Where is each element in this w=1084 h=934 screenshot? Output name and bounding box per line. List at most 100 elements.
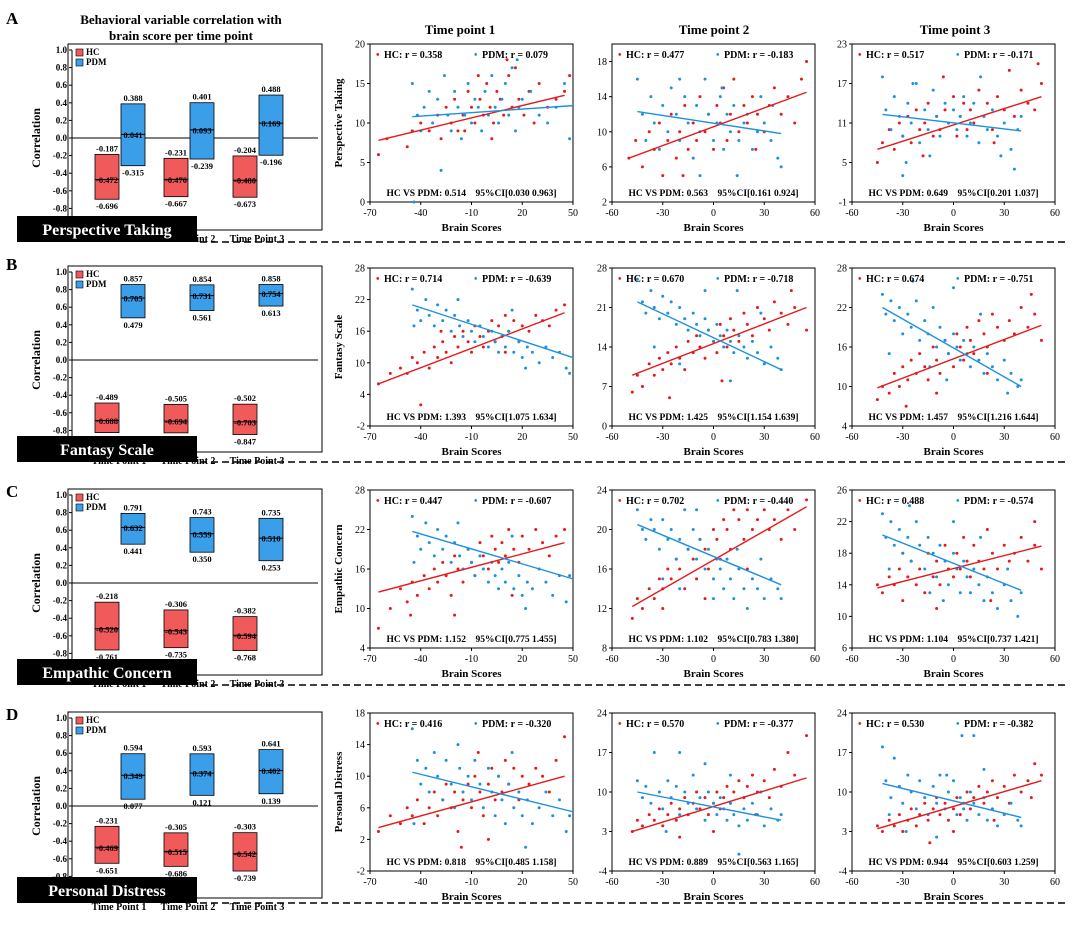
pdm-correlation-label: PDM: r = -0.440 [724,496,793,507]
pdm-point [1016,614,1020,618]
x-tick-label: -60 [605,654,618,665]
pdm-point [725,818,729,822]
pdm-legend-marker: • [474,50,478,61]
x-tick-label: 0 [711,654,716,665]
hc-point [695,577,699,581]
scatter-panel-r0-c0: -70 -40 -10 20 50 0 5 10 15 20 Brain Scores Perspec… [333,40,578,235]
section-label-box [17,216,197,242]
hc-point [995,325,999,329]
hc-point [935,391,939,395]
pdm-point [769,807,773,811]
hc-point [728,317,732,321]
hc-point [427,129,431,133]
pdm-point [520,593,524,597]
pdm-point [436,528,440,531]
pdm-point [935,575,939,579]
hc-point [635,597,639,601]
hc-point [1002,784,1006,788]
mean-value-pdm: 0.169 [261,119,280,129]
hc-point [478,790,482,794]
hc-point [520,534,524,538]
y-tick-label: 6 [842,644,847,655]
upper-ci-value-hc: -0.204 [234,145,257,155]
hc-point [918,567,922,571]
pdm-point [884,108,888,112]
hc-point [958,345,962,349]
hc-point [955,134,959,138]
x-tick-label: -40 [414,432,427,443]
x-tick-label: -70 [363,654,376,665]
pdm-point [436,97,440,101]
bar-panel-d: 1.00.80.60.40.20.0-0.2-0.4-0.6-0.8-1.0Co… [29,711,323,913]
hc-point [453,554,457,558]
y-axis-label: Personal Distress [333,751,345,832]
group-comparison-label: HC VS PDM: 0.944 95%CI[0.603 1.259] [868,858,1038,868]
hc-point [918,128,922,132]
pdm-point [449,782,453,786]
y-tick-label: 16 [355,565,365,576]
hc-point [931,345,935,349]
hc-point [805,60,809,64]
mean-value-pdm: 0.349 [123,771,142,781]
hc-point [892,147,896,151]
pdm-point [935,835,939,839]
pdm-point [500,97,504,101]
pdm-legend-marker: • [956,274,960,285]
pdm-point [958,591,962,595]
hc-point [503,554,507,558]
pdm-legend-marker: • [956,50,960,61]
time-point-3-header: Time point 3 [920,22,991,37]
pdm-point [649,801,653,805]
hc-point [410,356,414,360]
pdm-point [444,308,448,312]
hc-point [502,113,506,117]
pdm-point [657,790,661,794]
pdm-point [732,351,736,355]
hc-point [376,830,380,833]
pdm-point [512,350,516,354]
hc-point [928,841,932,845]
pdm-point [982,371,986,375]
y-tick-label: 24 [597,486,607,497]
pdm-legend-marker: • [956,719,960,730]
hc-point [630,390,634,394]
hc-point [657,121,661,125]
hc-point [875,824,879,828]
lower-ci-value-hc: -0.847 [234,437,257,447]
pdm-point [906,535,910,539]
pdm-point [737,567,741,571]
pdm-point [972,801,976,805]
upper-ci-value-hc: -0.231 [165,147,187,157]
hc-fit-line [378,94,565,142]
hc-point [737,779,741,783]
pdm-point [698,334,702,338]
pdm-point [481,334,485,338]
group-comparison-label: HC VS PDM: 1.425 95%CI[1.154 1.639] [628,413,798,423]
hc-point [918,813,922,817]
upper-ci-value-hc: -0.218 [96,591,118,601]
pdm-correlation-label: PDM: r = -0.171 [964,50,1033,61]
x-tick-label: -60 [845,208,858,219]
pdm-point [732,597,736,601]
hc-point [410,814,414,818]
pdm-point [938,325,942,329]
pdm-point [779,165,783,169]
pdm-point [926,128,930,132]
legend-swatch-hc [75,716,84,725]
pdm-correlation-label: PDM: r = -0.574 [964,496,1033,507]
legend-swatch-hc [75,48,84,57]
hc-point [985,371,989,375]
pdm-point [901,332,905,336]
x-tick-label: 0 [711,877,716,888]
hc-point [473,774,477,778]
hc-point [989,599,993,603]
hc-point [478,541,482,545]
pdm-point [493,105,497,109]
pdm-point [938,134,942,138]
hc-point [706,567,710,571]
lower-ci-value-pdm: 0.613 [261,308,280,318]
pdm-point [415,308,419,312]
pdm-point [546,121,550,125]
y-tick-label: 10 [837,382,847,393]
x-tick-label: 60 [810,432,820,443]
